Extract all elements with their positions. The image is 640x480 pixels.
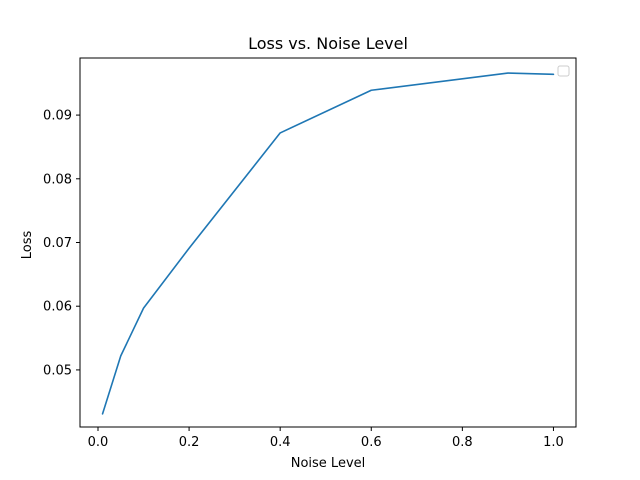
x-axis: 0.0 0.2 0.4 0.6 0.8 1.0 xyxy=(88,427,564,450)
series-layer xyxy=(101,72,555,415)
y-tick-label: 0.05 xyxy=(43,363,72,378)
y-tick-label: 0.09 xyxy=(43,109,72,124)
y-tick-label: 0.08 xyxy=(43,172,72,187)
y-axis: 0.05 0.06 0.07 0.08 0.09 xyxy=(43,109,80,378)
legend-box xyxy=(557,65,570,77)
series-line xyxy=(101,72,555,415)
y-tick-label: 0.06 xyxy=(43,300,72,315)
chart-title: Loss vs. Noise Level xyxy=(248,34,408,53)
x-axis-label: Noise Level xyxy=(291,456,366,471)
x-tick-label: 1.0 xyxy=(543,435,564,450)
y-tick-label: 0.07 xyxy=(43,236,72,251)
x-tick-label: 0.2 xyxy=(179,435,200,450)
y-axis-label: Loss xyxy=(20,231,35,260)
x-tick-label: 0.8 xyxy=(452,435,473,450)
x-tick-label: 0.0 xyxy=(88,435,109,450)
x-tick-label: 0.6 xyxy=(361,435,382,450)
x-tick-label: 0.4 xyxy=(270,435,291,450)
